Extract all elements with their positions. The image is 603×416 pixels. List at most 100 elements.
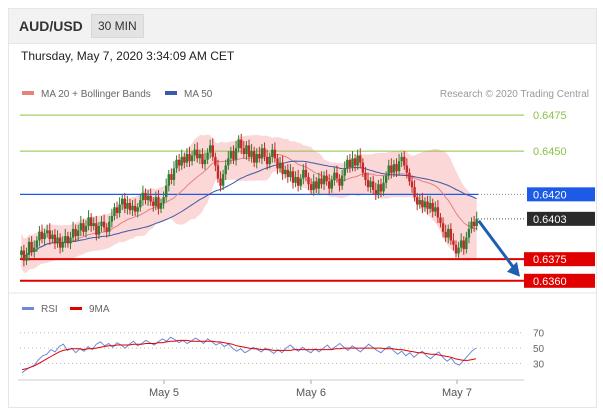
candle-body: [102, 221, 106, 228]
candle-body: [162, 197, 165, 203]
candle-body: [252, 151, 256, 163]
forecast-arrow-head: [507, 261, 520, 277]
candle-body: [418, 200, 421, 205]
candle-body: [348, 159, 352, 167]
candle-body: [359, 155, 362, 163]
candle-body: [408, 172, 411, 182]
candle-body: [22, 250, 26, 261]
candle-body: [40, 231, 44, 240]
candle-body: [97, 226, 101, 235]
chart-datetime: Thursday, May 7, 2020 3:34:09 AM CET: [21, 49, 235, 63]
candle-body: [312, 181, 315, 191]
ma9-line: [22, 339, 476, 371]
candle-body: [330, 179, 334, 189]
level-label-0.6375: 0.6375: [533, 254, 567, 266]
ma9-legend-swatch: [70, 307, 82, 310]
candle-body: [136, 207, 139, 212]
candle-body: [467, 228, 471, 238]
candle-body: [351, 158, 354, 167]
candle-body: [400, 156, 403, 162]
x-tick-label: May 7: [442, 387, 472, 399]
candle-body: [64, 236, 67, 242]
candle-body: [328, 181, 331, 189]
candle-body: [421, 200, 424, 208]
candle-body: [133, 205, 137, 212]
level-tag-0.6420: [527, 187, 595, 202]
level-labels: 0.6475 0.6450 0.6420 0.6403 0.6375 0.6360: [524, 110, 595, 288]
candle-body: [45, 230, 49, 234]
candle-body: [100, 221, 103, 227]
rsi-panel: 70 50 30: [20, 329, 545, 374]
candle-body: [403, 156, 406, 166]
candle-body: [315, 181, 318, 189]
candle-body: [175, 159, 178, 169]
candle-body: [307, 177, 310, 185]
candle-body: [74, 228, 77, 237]
candle-body: [353, 158, 357, 166]
candle-body: [38, 231, 41, 241]
rsi-legend-label: RSI: [41, 304, 58, 315]
candle-body: [447, 228, 450, 238]
level-label-0.6475: 0.6475: [533, 110, 567, 122]
candle-body: [247, 145, 251, 157]
rsi-tick-70: 70: [533, 329, 545, 340]
candle-body: [472, 221, 476, 227]
candle-body: [30, 241, 33, 252]
candle-body: [79, 223, 83, 231]
candle-body: [366, 179, 370, 188]
candle-body: [384, 175, 388, 183]
candle-body: [250, 151, 253, 157]
forecast-arrow: [477, 219, 520, 277]
candle-body: [309, 184, 313, 191]
candle-body: [392, 164, 396, 173]
candle-body: [234, 148, 238, 160]
candle-body: [237, 139, 240, 149]
candle-body: [164, 185, 168, 198]
candle-body: [211, 145, 214, 157]
level-tag-0.6360: [524, 273, 595, 288]
candle-body: [377, 184, 380, 195]
candle-body: [167, 174, 170, 186]
chart-header: AUD/USD 30 MIN: [9, 9, 596, 44]
candle-body: [444, 231, 447, 238]
candle-body: [410, 181, 414, 188]
candle-body: [105, 227, 108, 232]
candle-body: [475, 218, 478, 227]
candle-body: [304, 169, 308, 178]
candle-body: [294, 177, 297, 183]
candle-body: [89, 217, 93, 227]
forecast-arrow-shaft: [477, 219, 518, 272]
candle-body: [53, 234, 57, 244]
candle-body: [232, 151, 235, 160]
candle-body: [206, 152, 209, 160]
candle-body: [369, 181, 372, 188]
candle-body: [273, 149, 277, 159]
candle-body: [454, 244, 458, 254]
candle-body: [221, 174, 225, 186]
candle-body: [415, 197, 419, 205]
symbol-title: AUD/USD: [19, 18, 83, 34]
candle-body: [426, 201, 429, 209]
candle-body: [185, 153, 189, 163]
timeframe-badge[interactable]: 30 MIN: [91, 14, 144, 38]
copyright-text: Research © 2020 Trading Central: [440, 89, 589, 100]
candle-body: [196, 149, 199, 159]
candle-body: [271, 149, 274, 157]
candle-body: [372, 181, 375, 191]
candle-body: [457, 247, 460, 254]
candle-body: [343, 168, 346, 176]
candle-body: [387, 165, 390, 176]
candle-body: [154, 197, 158, 206]
candle-body: [56, 237, 59, 244]
candle-body: [82, 223, 85, 232]
candle-body: [229, 151, 233, 159]
ma50-legend-label: MA 50: [184, 89, 213, 100]
candle-body: [66, 236, 70, 244]
candle-body: [276, 158, 279, 169]
ma50-line: [20, 160, 477, 257]
candle-body: [157, 197, 160, 209]
candle-body: [434, 207, 437, 212]
candle-body: [71, 228, 75, 238]
x-tick-label: May 6: [296, 387, 326, 399]
candle-body: [110, 215, 114, 222]
